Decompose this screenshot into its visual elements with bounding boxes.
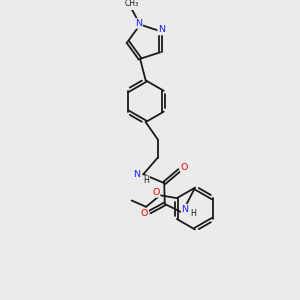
Text: O: O	[152, 188, 160, 197]
Text: CH₃: CH₃	[125, 0, 139, 8]
Text: H: H	[143, 176, 149, 185]
Text: O: O	[181, 163, 188, 172]
Text: N: N	[158, 26, 165, 34]
Text: N: N	[135, 19, 142, 28]
Text: O: O	[141, 209, 148, 218]
Text: N: N	[134, 170, 140, 179]
Text: H: H	[190, 209, 196, 218]
Text: N: N	[182, 205, 189, 214]
